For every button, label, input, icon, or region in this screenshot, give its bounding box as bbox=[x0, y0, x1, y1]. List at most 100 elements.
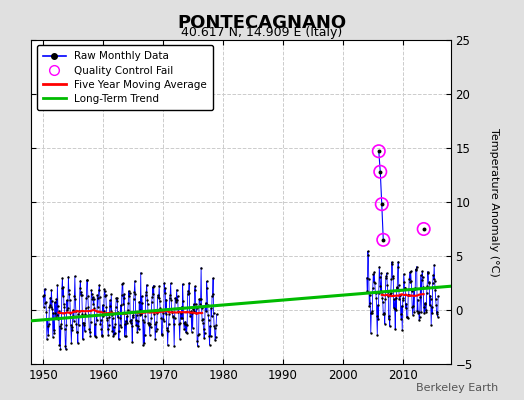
Point bbox=[401, 305, 410, 311]
Point bbox=[181, 329, 190, 336]
Point bbox=[145, 322, 153, 328]
Point bbox=[100, 308, 108, 314]
Point bbox=[177, 314, 185, 321]
Point bbox=[377, 270, 386, 276]
Point bbox=[433, 314, 442, 320]
Point bbox=[183, 322, 191, 328]
Point bbox=[167, 297, 176, 303]
Point bbox=[374, 302, 382, 308]
Point bbox=[80, 320, 88, 326]
Point bbox=[91, 321, 100, 328]
Point bbox=[423, 283, 431, 290]
Point bbox=[75, 285, 84, 292]
Point bbox=[390, 296, 398, 302]
Point bbox=[164, 328, 172, 334]
Point bbox=[431, 287, 439, 294]
Point bbox=[399, 294, 408, 301]
Point bbox=[135, 298, 144, 305]
Point bbox=[365, 276, 373, 282]
Text: PONTECAGNANO: PONTECAGNANO bbox=[178, 14, 346, 32]
Point bbox=[131, 291, 139, 297]
Point bbox=[400, 278, 408, 285]
Point bbox=[97, 326, 105, 332]
Point bbox=[162, 324, 171, 331]
Point bbox=[428, 303, 436, 310]
Point bbox=[180, 321, 189, 327]
Point bbox=[54, 316, 62, 322]
Point bbox=[44, 332, 52, 338]
Point bbox=[129, 314, 137, 320]
Point bbox=[130, 289, 138, 296]
Point bbox=[414, 310, 422, 316]
Point bbox=[55, 342, 63, 348]
Point bbox=[370, 269, 378, 275]
Point bbox=[108, 315, 117, 322]
Point bbox=[180, 326, 188, 332]
Point bbox=[52, 313, 60, 320]
Point bbox=[41, 300, 50, 306]
Point bbox=[409, 312, 417, 318]
Point bbox=[206, 323, 214, 329]
Point bbox=[372, 290, 380, 296]
Point bbox=[391, 326, 399, 332]
Point bbox=[95, 287, 103, 293]
Point bbox=[427, 296, 435, 302]
Point bbox=[402, 300, 410, 307]
Point bbox=[101, 288, 109, 295]
Point bbox=[152, 319, 160, 326]
Point bbox=[127, 316, 135, 323]
Point bbox=[85, 312, 93, 318]
Point bbox=[124, 307, 132, 314]
Point bbox=[425, 302, 434, 308]
Point bbox=[166, 295, 174, 301]
Point bbox=[109, 333, 117, 339]
Point bbox=[198, 305, 206, 312]
Point bbox=[379, 237, 387, 243]
Point bbox=[106, 307, 115, 314]
Point bbox=[68, 327, 77, 333]
Point bbox=[143, 296, 151, 303]
Point bbox=[394, 264, 402, 270]
Point bbox=[396, 292, 405, 298]
Point bbox=[387, 290, 395, 297]
Point bbox=[404, 292, 412, 298]
Point bbox=[88, 291, 96, 297]
Point bbox=[82, 305, 90, 311]
Point bbox=[134, 317, 142, 324]
Point bbox=[191, 283, 199, 290]
Point bbox=[122, 332, 130, 339]
Point bbox=[432, 310, 441, 317]
Point bbox=[169, 320, 178, 327]
Point bbox=[89, 300, 97, 307]
Point bbox=[66, 310, 74, 317]
Point bbox=[208, 293, 216, 300]
Point bbox=[57, 325, 65, 332]
Point bbox=[420, 226, 428, 232]
Point bbox=[72, 320, 81, 327]
Point bbox=[403, 314, 411, 320]
Point bbox=[155, 283, 163, 289]
Point bbox=[197, 264, 205, 271]
Point bbox=[192, 310, 200, 316]
Point bbox=[369, 278, 378, 285]
Point bbox=[386, 323, 394, 330]
Point bbox=[103, 316, 112, 323]
Point bbox=[391, 294, 400, 301]
Point bbox=[177, 310, 185, 316]
Point bbox=[58, 275, 67, 281]
Point bbox=[104, 326, 112, 332]
Point bbox=[386, 291, 395, 297]
Point bbox=[78, 311, 86, 317]
Point bbox=[420, 310, 429, 316]
Point bbox=[113, 298, 121, 304]
Point bbox=[433, 308, 441, 315]
Point bbox=[417, 308, 425, 315]
Point bbox=[69, 307, 77, 314]
Point bbox=[114, 309, 123, 315]
Point bbox=[364, 248, 372, 254]
Point bbox=[378, 298, 387, 305]
Point bbox=[113, 295, 122, 301]
Point bbox=[144, 301, 152, 307]
Point bbox=[405, 292, 413, 298]
Point bbox=[406, 279, 414, 285]
